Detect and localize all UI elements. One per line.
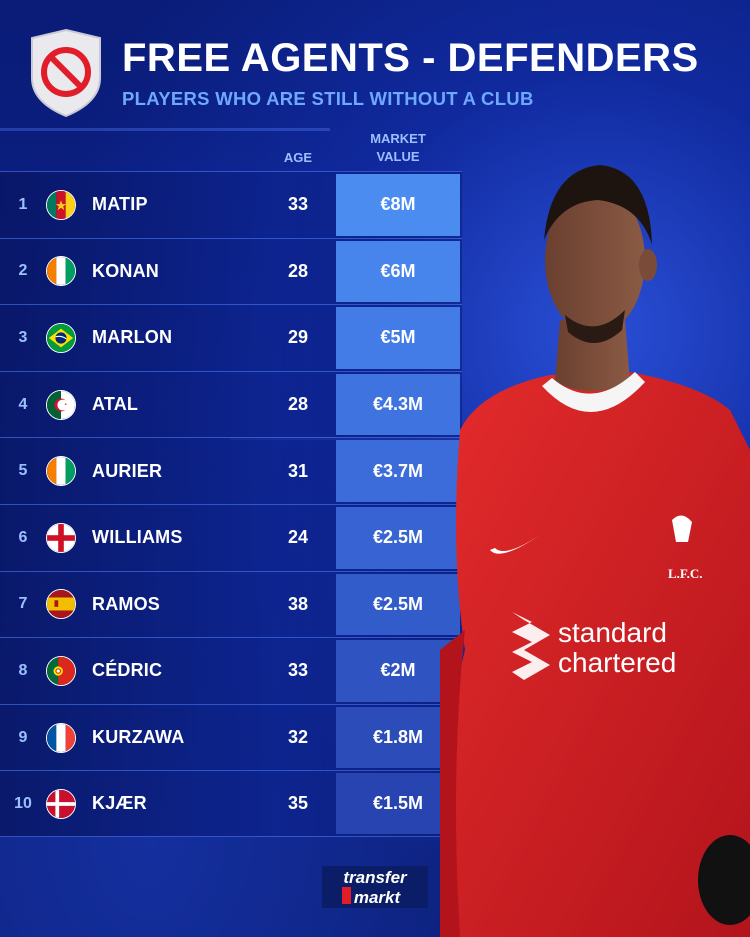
cameroon-flag-icon [46,189,76,220]
no-entry-icon [31,28,101,118]
table-row: 2 KONAN 28 €6M [0,237,462,305]
ivory-coast-flag-icon [46,256,76,287]
player-name: MATIP [92,194,148,215]
rank: 8 [18,661,28,679]
rank: 3 [18,328,28,346]
player-name: ATAL [92,394,139,415]
player-name: RAMOS [92,593,160,614]
player-age: 33 [287,660,309,681]
player-age: 35 [287,793,309,814]
svg-text:chartered: chartered [558,647,676,678]
nike-swoosh-icon [490,535,540,554]
svg-text:L.F.C.: L.F.C. [668,566,703,581]
market-value: €1.5M [336,773,460,834]
table-row: 5 AURIER 31 €3.7M [0,437,462,504]
rank: 7 [18,595,28,613]
france-flag-icon [46,722,76,753]
page-subtitle: PLAYERS WHO ARE STILL WITHOUT A CLUB [122,88,534,109]
player-photo: L.F.C. standard chartered [440,165,750,937]
player-age: 29 [287,327,309,348]
england-flag-icon [46,522,76,553]
brazil-flag-icon [46,322,76,353]
player-name: KONAN [92,260,159,281]
players-table: 1 MATIP 33 €8M 2 KONAN 28 €6M 3 MARLON 2… [0,171,462,837]
player-name: AURIER [92,460,163,481]
market-value: €8M [336,174,460,236]
denmark-flag-icon [46,788,76,819]
age-column-header: AGE [283,150,313,165]
player-age: 24 [287,527,309,548]
rank: 4 [18,395,28,413]
spain-flag-icon [46,589,76,620]
market-value-column-header: MARKET VALUE [340,130,456,166]
transfermarkt-logo: transfer markt [322,866,428,908]
player-name: KURZAWA [92,727,185,748]
market-value: €3.7M [336,440,460,502]
algeria-flag-icon [46,389,76,420]
rank: 2 [18,262,28,280]
player-name: WILLIAMS [92,527,183,548]
market-value-header-line2: VALUE [376,149,420,164]
market-value: €2M [336,640,460,702]
table-row: 8 CÉDRIC 33 €2M [0,637,462,704]
page-title: FREE AGENTS - DEFENDERS [122,36,699,80]
market-value: €6M [336,240,460,303]
market-value: €2.5M [336,573,460,636]
table-row: 7 RAMOS 38 €2.5M [0,570,462,638]
player-name: CÉDRIC [92,660,163,681]
svg-text:transfer: transfer [343,868,408,887]
player-age: 33 [287,194,309,215]
table-row: 4 ATAL 28 €4.3M [0,370,462,438]
player-age: 32 [287,727,309,748]
header: FREE AGENTS - DEFENDERS PLAYERS WHO ARE … [0,0,750,130]
ivory-coast-flag-icon [46,456,76,487]
market-value: €5M [336,307,460,369]
sponsor-logo: standard chartered [512,612,676,680]
table-row: 1 MATIP 33 €8M [0,171,462,238]
market-value-header-line1: MARKET [370,131,426,146]
portugal-flag-icon [46,655,76,686]
player-name: MARLON [92,327,173,348]
player-name: KJÆR [92,793,147,814]
market-value: €4.3M [336,373,460,436]
table-row: 3 MARLON 29 €5M [0,304,462,371]
market-value: €2.5M [336,506,460,569]
svg-text:standard: standard [558,617,667,648]
rank: 10 [14,794,32,812]
player-age: 38 [287,593,309,614]
rank: 1 [18,195,28,213]
rank: 5 [18,462,28,480]
market-value: €1.8M [336,706,460,769]
table-row: 6 WILLIAMS 24 €2.5M [0,503,462,571]
player-age: 28 [287,394,309,415]
rank: 9 [18,728,28,746]
player-age: 28 [287,260,309,281]
table-row: 9 KURZAWA 32 €1.8M [0,703,462,771]
decor-stripe [0,128,330,131]
player-age: 31 [287,460,309,481]
rank: 6 [18,528,28,546]
table-row: 10 KJÆR 35 €1.5M [0,770,462,837]
liverbird-crest-icon: L.F.C. [668,515,703,581]
svg-text:markt: markt [354,888,402,907]
